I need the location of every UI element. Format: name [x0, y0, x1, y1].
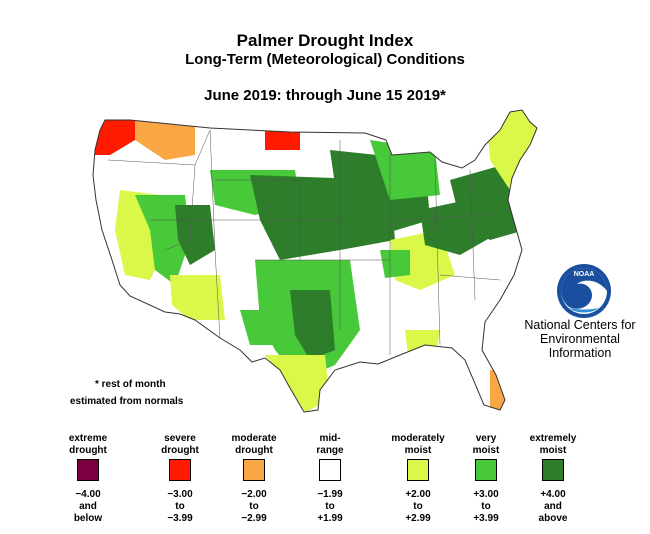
noaa-logo-icon: NOAA	[557, 264, 611, 318]
legend-label-line: moderately	[391, 433, 445, 444]
legend-item-very-moist: very moist +3.00 to +3.99	[436, 433, 536, 525]
legend-label: extreme drought	[38, 433, 138, 459]
legend-range-line: +4.00	[540, 489, 566, 500]
legend-label: very moist	[436, 433, 536, 459]
state-line	[215, 179, 301, 260]
legend-label-line: very	[475, 433, 497, 444]
state-line	[209, 129, 221, 339]
state-line	[439, 274, 501, 281]
legend-range-line: +3.00	[473, 489, 499, 500]
legend-range-line: −2.00	[241, 489, 267, 500]
legend-range-line: to	[413, 501, 423, 512]
us-drought-map	[92, 109, 538, 413]
legend-label-line: range	[316, 445, 344, 456]
legend-range-line: +1.99	[317, 513, 343, 524]
region-new-mexico-east	[240, 310, 280, 345]
state-line	[389, 214, 491, 221]
map-subtitle: Long-Term (Meteorological) Conditions	[185, 51, 465, 68]
org-name-line-1: National Centers for	[524, 318, 636, 332]
legend-range-line: −3.99	[167, 513, 193, 524]
map-title: Palmer Drought Index	[236, 31, 414, 50]
legend-range-line: to	[175, 501, 185, 512]
legend-range-line: above	[538, 513, 568, 524]
legend-label: moderately moist	[368, 433, 468, 459]
noaa-logo-text: NOAA	[574, 271, 595, 278]
legend-label: extremely moist	[503, 433, 603, 459]
legend-label-line: severe	[164, 433, 196, 444]
note-estimated: estimated from normals	[70, 396, 184, 407]
legend-range: +4.00 and above	[503, 489, 603, 525]
legend-label-line: moderate	[231, 433, 277, 444]
legend-label: mid-range	[280, 433, 380, 459]
state-line	[469, 169, 476, 301]
legend-range: −1.99 to +1.99	[280, 489, 380, 525]
legend-item-mid-range: mid-range −1.99 to +1.99	[280, 433, 380, 525]
legend-range-line: +3.99	[473, 513, 499, 524]
legend-range-line: and	[544, 501, 562, 512]
legend-label-line: mid-	[319, 433, 341, 444]
legend-range-line: −1.99	[317, 489, 343, 500]
noaa-logo-wave	[569, 308, 599, 313]
legend-label-line: drought	[69, 445, 107, 456]
noaa-logo-bird	[561, 268, 607, 309]
legend-range: −3.00 to −3.99	[130, 489, 230, 525]
state-boundaries	[107, 129, 501, 355]
legend-range: −2.00 to −2.99	[204, 489, 304, 525]
legend-range-line: −3.00	[167, 489, 193, 500]
legend-label-line: moist	[472, 445, 500, 456]
legend-swatch	[542, 459, 564, 481]
region-great-lakes	[370, 140, 440, 200]
region-north-dakota-northeast	[265, 130, 300, 150]
legend-swatch	[77, 459, 99, 481]
legend-range-line: +2.99	[405, 513, 431, 524]
note-rest-of-month: * rest of month	[95, 379, 166, 390]
legend-swatch	[169, 459, 191, 481]
region-arkansas	[380, 250, 410, 278]
legend-swatch	[319, 459, 341, 481]
legend-item-extremely-moist: extremely moist +4.00 and above	[503, 433, 603, 525]
state-line	[434, 159, 441, 346]
region-arizona-east	[170, 275, 225, 320]
region-south-texas	[265, 355, 330, 412]
legend-swatch	[475, 459, 497, 481]
legend-label-line: moist	[404, 445, 432, 456]
legend-range: +3.00 to +3.99	[436, 489, 536, 525]
legend-range-line: to	[249, 501, 259, 512]
org-name-line-2: Environmental	[540, 332, 620, 346]
legend-item-extreme-drought: extreme drought −4.00 and below	[38, 433, 138, 525]
legend-range-line: and	[79, 501, 97, 512]
us-outline	[92, 109, 538, 413]
legend-range-line: to	[481, 501, 491, 512]
legend-item-moderately-moist: moderately moist +2.00 to +2.99	[368, 433, 468, 525]
legend-range-line: to	[325, 501, 335, 512]
legend-range: −4.00 and below	[38, 489, 138, 525]
legend-range-line: +2.00	[405, 489, 431, 500]
org-name-line-3: Information	[548, 346, 612, 360]
legend-range-line: −4.00	[75, 489, 101, 500]
legend-label-line: extreme	[68, 433, 108, 444]
region-florida-east-coast	[490, 370, 510, 412]
region-oklahoma-texas-core	[290, 290, 335, 360]
legend-range-line: below	[73, 513, 103, 524]
map-period: June 2019: through June 15 2019*	[204, 87, 446, 104]
legend-range-line: −2.99	[241, 513, 267, 524]
region-gulf-coast	[405, 330, 440, 360]
state-line	[164, 164, 196, 251]
legend-item-moderate-drought: moderate drought −2.00 to −2.99	[204, 433, 304, 525]
legend-item-severe-drought: severe drought −3.00 to −3.99	[130, 433, 230, 525]
legend-label-line: drought	[235, 445, 273, 456]
legend-range: +2.00 to +2.99	[368, 489, 468, 525]
legend-label: moderate drought	[204, 433, 304, 459]
legend-swatch	[243, 459, 265, 481]
legend-label-line: drought	[161, 445, 199, 456]
legend-swatch	[407, 459, 429, 481]
legend-label-line: extremely	[529, 433, 577, 444]
legend-label: severe drought	[130, 433, 230, 459]
legend-label-line: moist	[539, 445, 567, 456]
